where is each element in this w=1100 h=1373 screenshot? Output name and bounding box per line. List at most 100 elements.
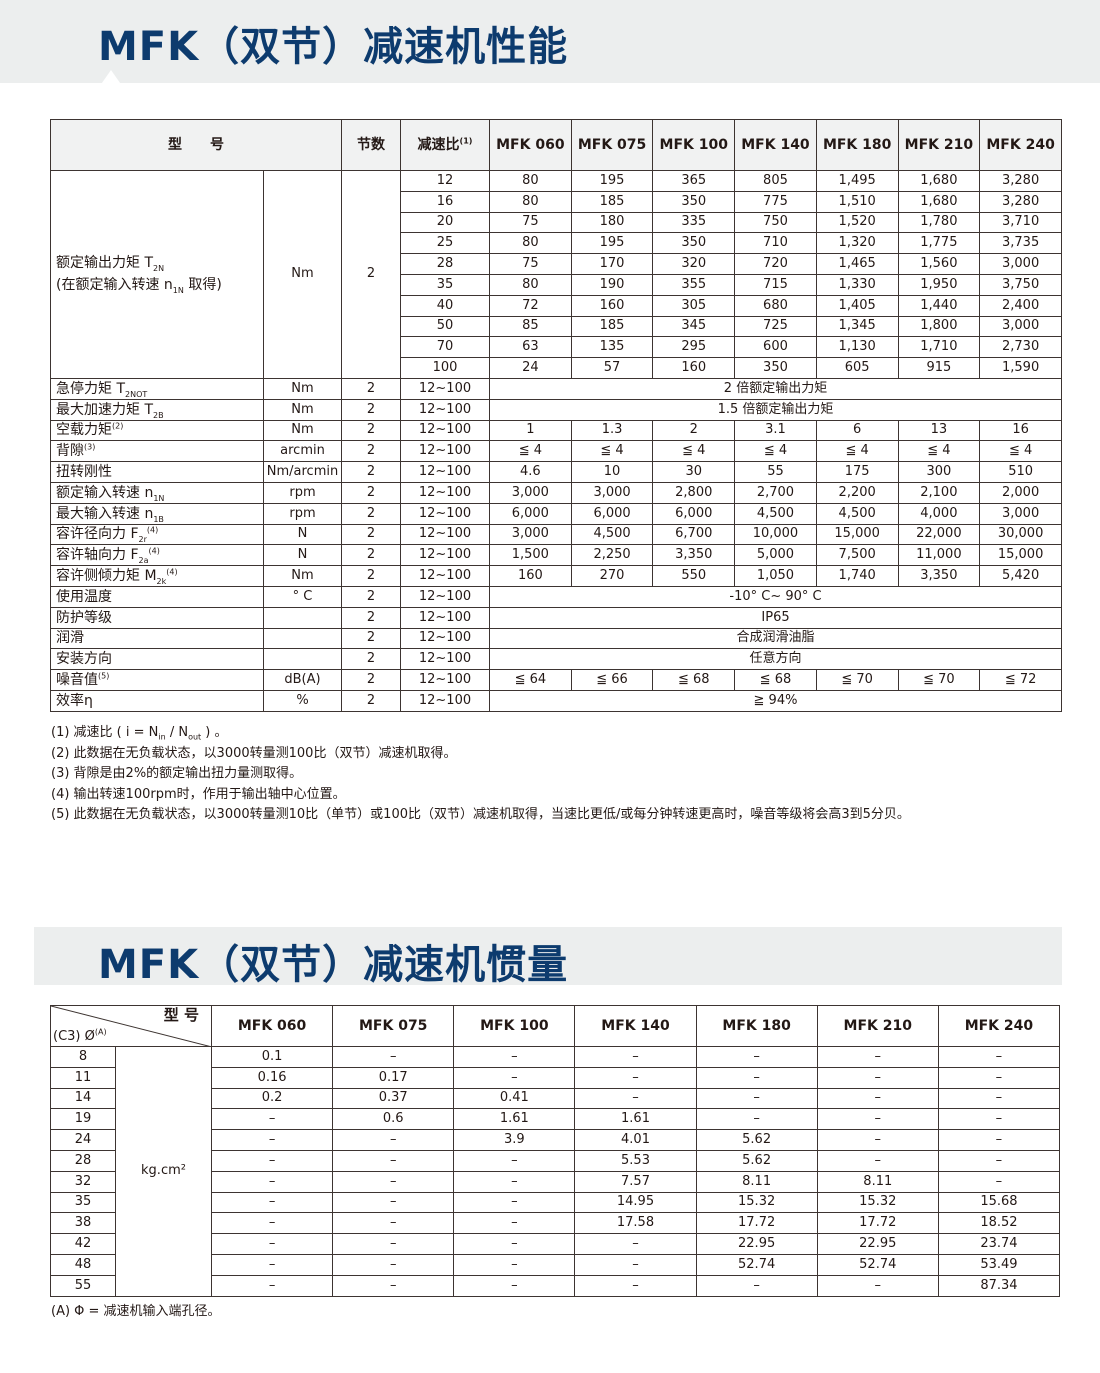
footnotes: (1) 减速比 ( i = Nin / Nout ) 。 (2) 此数据在无负载… xyxy=(51,723,910,826)
value-cell: – xyxy=(574,1066,697,1089)
value-cell: 2,000 xyxy=(979,481,1062,504)
ratio-cell: 12~100 xyxy=(400,627,490,650)
value-cell: 1,405 xyxy=(815,294,899,317)
table-row: 32– – –7.57 8.11 8.11– xyxy=(50,1170,1061,1193)
model-column-header: MFK 100 xyxy=(652,119,736,171)
value-cell: 1.3 xyxy=(570,419,654,442)
value-cell: ≦ 4 xyxy=(734,440,817,463)
table-row: 容许径向力 F2r(4) N 2 12~100 3,000 4,500 6,700 10,00… xyxy=(50,523,1062,546)
table-row: 噪音值(5) dB(A) 2 12~100 ≦ 64 ≦ 66 ≦ 68 ≦ 68 ≦ 70 ≦ … xyxy=(50,669,1062,691)
value-cell: 24 xyxy=(489,357,572,379)
table-row: 48– – – –52.74 52.74 53.49 xyxy=(50,1253,1061,1276)
row-label: 急停力矩 T2NOT xyxy=(50,377,264,400)
label-sub: 2r xyxy=(138,535,147,545)
value-cell: 1,130 xyxy=(815,336,899,359)
value-cell: 355 xyxy=(652,273,736,296)
row-label: 容许径向力 F2r(4) xyxy=(50,523,264,546)
value-cell: – xyxy=(453,1212,576,1235)
value-cell: – xyxy=(332,1212,455,1235)
value-cell: 345 xyxy=(652,315,736,338)
model-column-header: MFK 060 xyxy=(489,119,572,171)
value-cell: 1 xyxy=(489,419,572,442)
footnote-3: (3) 背隙是由2%的额定输出扭力量测取得。 xyxy=(51,766,303,781)
merged-value-cell: 2 倍额定输出力矩 xyxy=(489,377,1062,400)
label-text: 防护等级 xyxy=(56,609,112,626)
value-cell: 80 xyxy=(489,190,572,213)
value-cell: 1.61 xyxy=(574,1108,697,1131)
footnote-ref: (4) xyxy=(146,525,159,535)
value-cell: 710 xyxy=(734,232,817,255)
stages-cell: 2 xyxy=(341,419,401,442)
title-band xyxy=(0,0,1100,83)
value-cell: – xyxy=(453,1191,576,1214)
value-cell: 8.11 xyxy=(695,1170,818,1193)
table-row: 最大加速力矩 T2B Nm 2 12~100 1.5 倍额定输出力矩 xyxy=(50,398,1062,421)
value-cell: – xyxy=(574,1274,697,1297)
value-cell: 1,330 xyxy=(815,273,899,296)
bore-cell: 11 xyxy=(50,1066,116,1089)
value-cell: ≦ 64 xyxy=(489,669,572,691)
ratio-cell: 20 xyxy=(400,211,490,234)
label-text: (在额定输入转速 n xyxy=(56,277,173,294)
value-cell: – xyxy=(453,1170,576,1193)
model-column-header: MFK 180 xyxy=(695,1005,818,1047)
value-cell: – xyxy=(210,1274,334,1297)
value-cell: 80 xyxy=(489,273,572,296)
stages-header: 节数 xyxy=(341,119,401,171)
value-cell: – xyxy=(937,1149,1061,1172)
label-sub: 1N xyxy=(172,286,184,296)
bore-cell: 42 xyxy=(50,1233,116,1255)
merged-value-cell: ≧ 94% xyxy=(489,689,1062,712)
row-label: 最大输入转速 n1B xyxy=(50,502,264,525)
section-title: MFK（双节）减速机惯量 xyxy=(98,942,569,988)
value-cell: ≦ 4 xyxy=(570,440,654,463)
rated-torque-label: 额定输出力矩 T2N (在额定输入转速 n1N 取得) xyxy=(50,170,264,379)
value-cell: 805 xyxy=(734,170,817,192)
note-text: ) 。 xyxy=(201,725,228,740)
label-sub: 2a xyxy=(138,556,149,566)
table-row: 8 kg.cm² 0.1– – – – – – xyxy=(50,1046,1061,1297)
value-cell: 2,200 xyxy=(815,481,899,504)
value-cell: – xyxy=(937,1066,1061,1089)
table-row: 润滑 2 12~100 合成润滑油脂 xyxy=(50,627,1062,650)
value-cell: 13 xyxy=(897,419,981,442)
value-cell: 7,500 xyxy=(815,544,899,567)
value-cell: – xyxy=(816,1108,939,1131)
value-cell: – xyxy=(332,1274,455,1297)
value-cell: – xyxy=(816,1129,939,1151)
value-cell: 510 xyxy=(979,461,1062,483)
merged-value-cell: 1.5 倍额定输出力矩 xyxy=(489,398,1062,421)
table-row: 35– – –14.95 15.32 15.32 15.68 xyxy=(50,1191,1061,1214)
stages-cell: 2 xyxy=(341,669,401,691)
value-cell: 190 xyxy=(570,273,654,296)
ratio-cell: 12~100 xyxy=(400,398,490,421)
value-cell: 600 xyxy=(734,336,817,359)
value-cell: – xyxy=(210,1253,334,1276)
model-column-header: MFK 240 xyxy=(937,1005,1061,1047)
page-title: MFK（双节）减速机性能 xyxy=(98,24,569,70)
unit-cell: Nm xyxy=(263,377,342,400)
value-cell: 335 xyxy=(652,211,736,234)
value-cell: 185 xyxy=(570,190,654,213)
unit-cell: rpm xyxy=(263,502,342,525)
value-cell: 1,740 xyxy=(815,565,899,587)
value-cell: 350 xyxy=(734,357,817,379)
value-cell: 55 xyxy=(734,461,817,483)
row-label: 防护等级 xyxy=(50,606,264,629)
value-cell: 17.72 xyxy=(695,1212,818,1235)
value-cell: 63 xyxy=(489,336,572,359)
value-cell: 1,950 xyxy=(897,273,981,296)
ratio-cell: 12~100 xyxy=(400,377,490,400)
label-text: 最大加速力矩 T xyxy=(56,401,154,418)
value-cell: 1,800 xyxy=(897,315,981,338)
value-cell: 17.58 xyxy=(574,1212,697,1235)
stages-cell: 2 xyxy=(341,377,401,400)
value-cell: 5.62 xyxy=(695,1129,818,1151)
title-band-2 xyxy=(34,927,1062,985)
model-header: 型 号 xyxy=(163,1006,199,1024)
value-cell: 10,000 xyxy=(734,523,817,546)
value-cell: 4,000 xyxy=(897,502,981,525)
value-cell: 305 xyxy=(652,294,736,317)
ratio-cell: 12~100 xyxy=(400,419,490,442)
value-cell: 550 xyxy=(652,565,736,587)
